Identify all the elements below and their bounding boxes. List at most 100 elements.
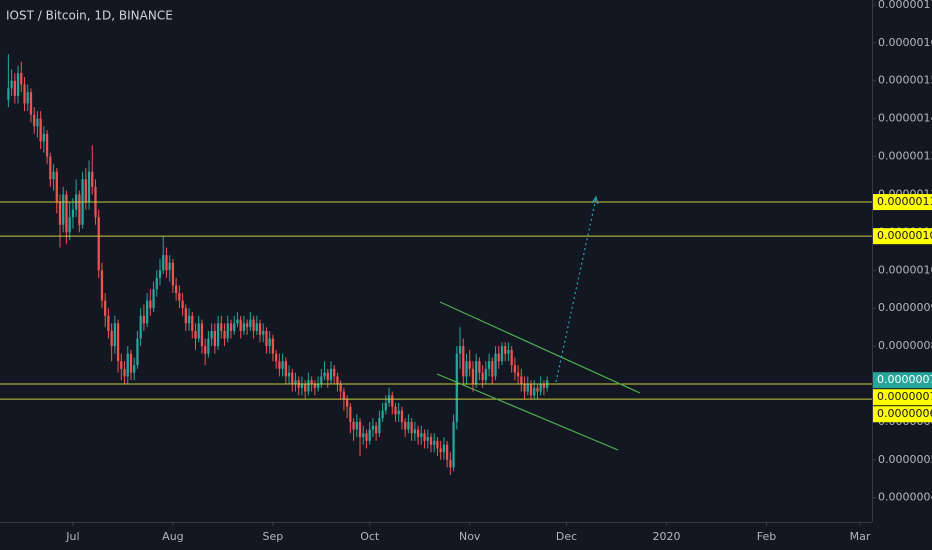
price-tag <box>873 389 932 406</box>
candle-body <box>97 217 100 271</box>
candle-body <box>175 285 178 294</box>
candle-body <box>442 444 446 453</box>
candle-body <box>365 433 368 441</box>
candle-body <box>384 402 387 411</box>
candle-body <box>349 406 352 422</box>
candle-body <box>420 433 423 438</box>
candle-body <box>120 361 123 369</box>
y-tick-label: 0.00000170 <box>878 0 932 11</box>
y-tick-label: 0.00000130 <box>878 150 932 163</box>
candle-body <box>10 80 13 89</box>
candle-body <box>368 429 371 441</box>
candle-body <box>100 270 104 301</box>
candle-body <box>110 330 113 347</box>
candle-body <box>336 376 339 385</box>
candle-body <box>329 368 333 381</box>
candle-body <box>223 330 226 339</box>
price-tag-label: 0.00000109 <box>877 229 932 242</box>
price-tag <box>873 194 932 211</box>
candle-body <box>281 361 284 369</box>
candle-body <box>339 384 342 392</box>
candle-body <box>55 171 58 203</box>
price-tag <box>873 228 932 245</box>
candle-body <box>65 194 68 233</box>
candle-body <box>526 384 529 392</box>
candle-body <box>162 255 165 271</box>
price-tag-label: 0.00000118 <box>877 195 932 208</box>
candle-body <box>304 384 307 392</box>
candle-body <box>42 133 46 142</box>
candle-body <box>68 217 71 233</box>
candle-body <box>449 459 452 468</box>
candle-body <box>229 323 233 331</box>
candle-body <box>275 353 278 362</box>
candle-body <box>539 384 542 392</box>
candle-body <box>239 319 242 331</box>
candle-body <box>481 372 484 381</box>
candle-body <box>213 330 216 347</box>
candle-body <box>378 418 381 434</box>
candle-body <box>520 376 523 385</box>
candle-body <box>26 92 29 104</box>
candle-body <box>407 421 410 430</box>
x-tick-label: Dec <box>556 530 577 543</box>
candle-body <box>287 372 291 377</box>
candle-body <box>139 315 142 339</box>
y-tick-label: 0.00000050 <box>878 453 932 466</box>
candle-body <box>468 361 471 369</box>
candle-body <box>91 171 94 187</box>
candle-body <box>446 444 449 460</box>
candle-body <box>426 437 429 441</box>
candle-body <box>510 349 513 366</box>
projection-line <box>555 197 597 383</box>
candle-body <box>123 368 126 377</box>
candle-body <box>381 410 384 419</box>
candle-body <box>371 425 375 430</box>
candle-body <box>245 323 249 328</box>
trend-line <box>436 373 619 451</box>
candle-body <box>268 338 271 347</box>
x-tick-label: 2020 <box>653 530 681 543</box>
y-tick-label: 0.00000100 <box>878 263 932 276</box>
price-tag-label: 0.00000071 <box>877 373 932 386</box>
projection-arrow <box>591 195 599 205</box>
candle-body <box>542 384 546 388</box>
candle-body <box>149 300 152 309</box>
y-tick-label: 0.00000140 <box>878 112 932 125</box>
candle-body <box>416 429 420 438</box>
candle-body <box>513 365 517 373</box>
candle-body <box>258 323 262 335</box>
candle-body <box>523 384 526 392</box>
candle-body <box>294 380 297 385</box>
x-tick-label: Feb <box>757 530 776 543</box>
candle-body <box>207 338 210 354</box>
candle-body <box>129 353 133 373</box>
candle-body <box>16 73 20 96</box>
candle-body <box>71 209 75 218</box>
candle-body <box>504 346 507 354</box>
candle-body <box>126 353 129 377</box>
candle-body <box>249 319 252 328</box>
candle-body <box>13 80 16 96</box>
candle-body <box>242 323 246 331</box>
candle-body <box>23 84 26 104</box>
candle-body <box>84 179 87 203</box>
candle-body <box>429 437 433 445</box>
candle-body <box>155 277 158 290</box>
candle-body <box>220 323 223 331</box>
candle-body <box>78 194 81 225</box>
candle-body <box>316 384 320 388</box>
y-tick-label: 0.00000150 <box>878 74 932 87</box>
candle-body <box>7 88 10 100</box>
x-tick-label: Nov <box>459 530 481 543</box>
candle-body <box>500 346 504 362</box>
candle-body <box>375 425 378 434</box>
candle-body <box>165 255 168 271</box>
price-tag-label: 0.00000066 <box>877 407 932 420</box>
candle-body <box>168 262 171 271</box>
candle-body <box>62 194 65 225</box>
candle-body <box>478 361 481 373</box>
candle-body <box>236 319 239 324</box>
